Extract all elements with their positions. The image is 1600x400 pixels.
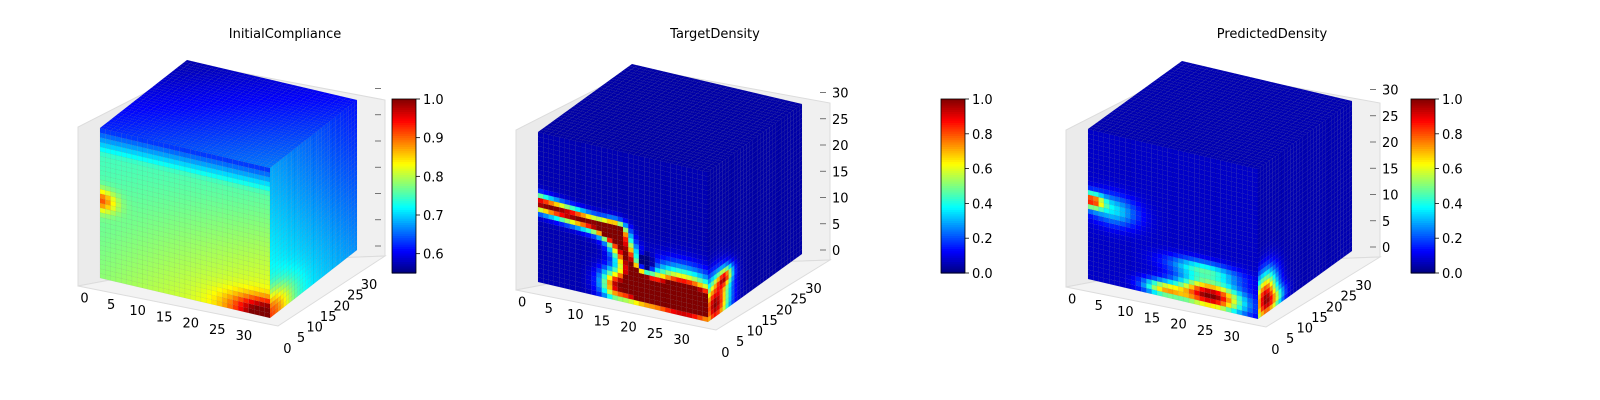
- colorbar-tick-label: 1.0: [423, 93, 444, 108]
- y-tick-label: 5: [297, 331, 305, 346]
- front-face: [99, 127, 271, 319]
- x-tick-label: 25: [209, 323, 226, 338]
- x-tick-label: 10: [129, 304, 146, 319]
- colorbar-tick-label: 0.6: [423, 248, 444, 263]
- colorbar-tick-label: 0.7: [423, 209, 444, 224]
- colorbar: 0.6 0.7 0.8 0.9 1.0: [391, 93, 444, 274]
- x-tick-label: 5: [107, 298, 115, 313]
- colorbar-tick-label: 0.9: [423, 132, 444, 147]
- x-tick-label: 0: [80, 292, 88, 307]
- x-tick-label: 15: [156, 311, 173, 326]
- chart-title: InitialCompliance: [229, 27, 342, 42]
- x-tick-label: 20: [183, 317, 200, 332]
- voxel-cube: [99, 59, 358, 319]
- x-tick-label: 30: [236, 329, 253, 344]
- colorbar-tick-label: 0.8: [423, 170, 444, 185]
- y-tick-label: 30: [361, 278, 378, 293]
- chart-title: TargetDensity: [669, 27, 760, 42]
- y-tick-label: 0: [283, 342, 291, 357]
